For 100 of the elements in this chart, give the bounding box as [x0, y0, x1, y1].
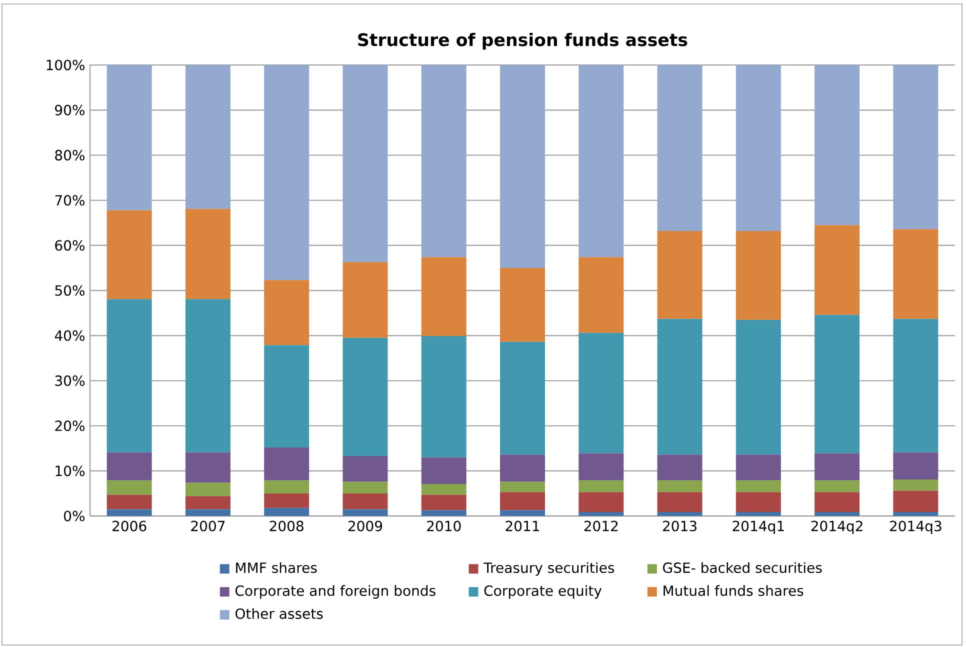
bar — [342, 482, 388, 494]
bar — [578, 492, 624, 512]
bar — [421, 484, 466, 495]
legend-label: MMF shares — [236, 562, 317, 574]
bar — [185, 208, 230, 300]
bar — [421, 457, 466, 484]
bar — [578, 512, 624, 516]
bar — [106, 480, 152, 495]
bar — [185, 299, 230, 452]
bar — [736, 230, 781, 320]
bar — [736, 480, 781, 492]
legend-label: GSE- backed securities — [663, 562, 822, 574]
bar — [657, 65, 702, 231]
bar — [264, 493, 310, 508]
x-tick-label: 2014q3 — [890, 520, 942, 534]
bar — [893, 452, 938, 480]
bar — [185, 496, 230, 510]
y-tick-label: 40% — [54, 330, 85, 341]
bar — [500, 482, 546, 492]
y-tick-label: 70% — [55, 195, 85, 206]
bar — [657, 480, 702, 492]
x-tick-label: 2007 — [191, 520, 225, 532]
bar — [578, 65, 624, 258]
bar — [736, 512, 781, 516]
y-tick-label: 0% — [64, 510, 85, 522]
bar — [185, 509, 230, 516]
legend-label: Other assets — [235, 608, 323, 619]
bar — [578, 332, 624, 454]
bar — [657, 230, 702, 319]
bar — [342, 509, 388, 516]
chart-title: Structure of pension funds assets — [358, 32, 688, 50]
bar — [736, 492, 781, 512]
legend-label: Treasury securities — [484, 562, 614, 576]
bar — [106, 65, 152, 210]
bar — [421, 336, 466, 458]
y-tick-label: 80% — [55, 150, 85, 160]
bar — [185, 482, 230, 496]
bar — [893, 490, 938, 512]
bar — [106, 509, 152, 516]
bar — [500, 268, 546, 342]
bar — [264, 447, 310, 480]
y-tick-label: 30% — [55, 375, 85, 386]
bar — [342, 262, 388, 338]
bar — [264, 65, 310, 280]
y-tick-label: 60% — [55, 240, 85, 251]
bar — [500, 342, 546, 455]
y-tick-label: 100% — [46, 60, 85, 70]
bar — [893, 479, 938, 491]
bar — [264, 508, 310, 516]
bar — [185, 452, 230, 483]
bar — [814, 65, 860, 226]
x-tick-label: 2009 — [348, 520, 382, 532]
bar — [106, 452, 152, 480]
y-tick-label: 10% — [56, 466, 85, 476]
bar — [736, 454, 781, 480]
bar — [657, 492, 702, 512]
bar — [893, 318, 938, 452]
y-tick-label: 90% — [55, 104, 85, 116]
bar — [106, 210, 152, 300]
y-tick-label: 20% — [55, 420, 85, 432]
bar — [500, 492, 546, 510]
bar — [814, 512, 860, 516]
bar — [814, 480, 860, 492]
bar — [500, 454, 546, 482]
bar — [657, 512, 702, 516]
bar — [264, 480, 310, 494]
bar — [893, 229, 938, 319]
bar — [736, 65, 781, 231]
bar — [578, 453, 624, 480]
legend-label: Corporate equity — [484, 585, 602, 599]
bar — [814, 314, 860, 454]
bar — [421, 494, 466, 510]
legend-label: Corporate and foreign bonds — [235, 585, 436, 599]
bar — [893, 65, 938, 230]
bar — [814, 453, 860, 480]
bar — [421, 65, 466, 258]
bar — [814, 225, 860, 315]
bar — [814, 492, 860, 512]
bar — [342, 65, 388, 262]
bar — [657, 454, 702, 480]
bar — [421, 510, 466, 516]
x-tick-label: 2014q2 — [811, 520, 862, 534]
bar — [893, 512, 938, 516]
bar — [736, 320, 781, 455]
x-tick-label: 2011 — [506, 520, 540, 532]
bar — [106, 299, 152, 452]
x-tick-label: 2013 — [662, 520, 696, 532]
legend-label: Mutual funds shares — [664, 585, 804, 596]
x-tick-label: 2012 — [584, 520, 618, 532]
bar — [342, 456, 388, 482]
bar — [185, 65, 230, 209]
x-tick-label: 2010 — [427, 520, 461, 532]
x-tick-label: 2014q1 — [732, 520, 784, 534]
bar — [500, 510, 546, 516]
bar — [264, 345, 310, 448]
bar — [264, 280, 310, 346]
bar — [578, 480, 624, 492]
x-tick-label: 2006 — [112, 520, 146, 532]
bar — [342, 493, 388, 510]
bar — [500, 65, 546, 268]
